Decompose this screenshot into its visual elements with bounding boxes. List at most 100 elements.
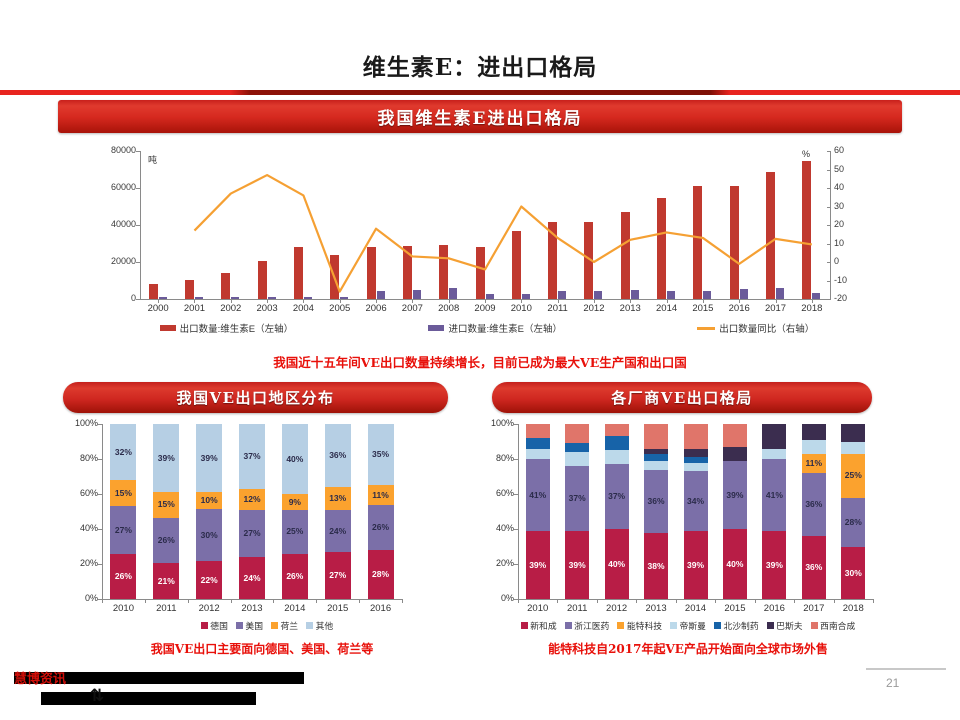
stacked-segment: 21% bbox=[153, 562, 180, 599]
stacked-y-tick bbox=[514, 599, 518, 600]
stacked-x-tick bbox=[636, 599, 638, 603]
main-chart-y-tick-label: 40000 bbox=[110, 219, 136, 229]
main-chart-y2-tick-label: 30 bbox=[834, 200, 845, 211]
segment-value-label: 9% bbox=[288, 496, 301, 507]
stacked-x-label: 2013 bbox=[241, 603, 263, 614]
import-bar bbox=[703, 291, 712, 299]
stacked-segment: 11% bbox=[367, 485, 394, 505]
segment-value-label: 37% bbox=[243, 451, 261, 462]
legend-label: 出口数量同比（右轴） bbox=[719, 324, 815, 335]
legend-label: 进口数量:维生素E（左轴） bbox=[448, 324, 562, 335]
stacked-x-label: 2017 bbox=[803, 603, 825, 614]
stacked-y-tick bbox=[514, 494, 518, 495]
stacked-x-label: 2014 bbox=[684, 603, 707, 614]
import-bar bbox=[521, 293, 530, 299]
stacked-column: 36% 36% 11% bbox=[801, 424, 826, 599]
stacked-column: 39% 41% bbox=[762, 424, 787, 599]
stacked-y-tick-label: 0% bbox=[84, 593, 98, 603]
stacked-segment: 41% bbox=[525, 459, 550, 531]
stacked-segment: 10% bbox=[196, 491, 223, 509]
main-chart-y2-tick-label: 40 bbox=[834, 182, 845, 192]
segment-value-label: 39% bbox=[686, 559, 704, 570]
main-chart-x-label: 2009 bbox=[474, 303, 496, 314]
main-chart-y2-tick bbox=[827, 169, 831, 171]
segment-value-label: 26% bbox=[372, 522, 390, 532]
import-bar bbox=[485, 293, 494, 299]
main-chart-x-tick bbox=[339, 299, 341, 303]
stacked-segment bbox=[604, 424, 629, 437]
stacked-segment: 13% bbox=[324, 487, 351, 510]
main-section-banner-label: 我国维生素E进出口格局 bbox=[377, 109, 583, 129]
stacked-x-tick bbox=[402, 599, 403, 603]
stacked-legend: 新和成 浙江医药 能特科技 帝斯曼 北沙制药 巴斯夫 西南合成 bbox=[478, 619, 898, 632]
segment-value-label: 41% bbox=[765, 489, 783, 500]
stacked-segment: 15% bbox=[153, 491, 180, 518]
stacked-x-label: 2011 bbox=[156, 603, 177, 614]
legend-swatch-icon bbox=[235, 622, 243, 629]
stacked-y-tick bbox=[98, 424, 102, 425]
legend-item: 美国 bbox=[235, 619, 263, 632]
stacked-segment bbox=[565, 452, 590, 466]
legend-label: 帝斯曼 bbox=[679, 621, 706, 631]
legend-item: 新和成 bbox=[520, 619, 557, 632]
stacked-segment bbox=[722, 424, 747, 447]
stacked-y-tick-label: 40% bbox=[495, 523, 514, 533]
stacked-y-tick bbox=[514, 564, 518, 565]
segment-value-label: 37% bbox=[608, 491, 626, 502]
stacked-x-label: 2013 bbox=[645, 603, 667, 614]
legend-label: 西南合成 bbox=[820, 621, 856, 631]
main-chart-x-tick bbox=[521, 299, 523, 303]
legend-label: 能特科技 bbox=[626, 621, 663, 631]
main-chart-x-tick bbox=[230, 299, 232, 303]
stacked-segment bbox=[525, 448, 550, 459]
legend-item: 荷兰 bbox=[271, 619, 298, 632]
main-chart-x-tick bbox=[412, 299, 414, 303]
stacked-segment: 39% bbox=[565, 530, 590, 599]
segment-value-label: 40% bbox=[726, 558, 744, 569]
export-bar bbox=[766, 172, 776, 299]
segment-value-label: 39% bbox=[765, 559, 783, 570]
stacked-column: 40% 37% bbox=[604, 424, 629, 599]
segment-value-label: 10% bbox=[200, 494, 218, 505]
segment-value-label: 27% bbox=[243, 528, 261, 539]
main-chart-y2-tick bbox=[827, 225, 831, 226]
stacked-segment: 38% bbox=[644, 532, 669, 599]
main-chart-x-tick bbox=[376, 299, 378, 303]
legend-item: 能特科技 bbox=[617, 619, 662, 632]
export-bar bbox=[148, 283, 158, 299]
stacked-y-axis bbox=[102, 424, 103, 599]
segment-value-label: 35% bbox=[372, 449, 390, 460]
export-bar bbox=[293, 247, 303, 299]
stacked-segment: 39% bbox=[762, 530, 787, 599]
main-chart-y-axis bbox=[140, 151, 141, 299]
stacked-segment: 26% bbox=[281, 553, 308, 599]
stacked-y-tick bbox=[514, 459, 518, 460]
main-chart-right-unit: % bbox=[802, 149, 811, 159]
export-bar bbox=[402, 245, 412, 299]
main-chart-x-label: 2004 bbox=[292, 303, 314, 314]
legend-label: 其他 bbox=[315, 621, 334, 631]
stacked-segment: 26% bbox=[110, 553, 137, 599]
stacked-x-label: 2015 bbox=[724, 603, 746, 614]
stacked-segment bbox=[644, 448, 669, 454]
export-bar bbox=[475, 246, 485, 299]
segment-value-label: 25% bbox=[286, 526, 304, 537]
stacked-segment: 36% bbox=[801, 473, 826, 536]
main-chart-y2-tick-label: 60 bbox=[834, 145, 845, 155]
stacked-segment bbox=[644, 453, 669, 461]
main-chart-y2-tick-label: -10 bbox=[834, 274, 848, 285]
stacked-segment bbox=[565, 443, 590, 452]
segment-value-label: 36% bbox=[805, 562, 823, 573]
stacked-segment: 24% bbox=[324, 509, 351, 552]
stacked-segment: 36% bbox=[801, 536, 826, 599]
stacked-x-tick bbox=[102, 599, 103, 603]
stacked-segment bbox=[644, 424, 669, 449]
stacked-x-axis bbox=[102, 599, 402, 600]
manufacturer-export-share-chart: 0% 20% 40% 60% 80% 100% 39% 41% 2010 39% 37% 2011 40… bbox=[478, 418, 898, 648]
export-bar bbox=[693, 185, 703, 299]
stacked-x-tick bbox=[873, 599, 874, 603]
main-chart-y-tick bbox=[136, 299, 140, 300]
stacked-segment: 30% bbox=[841, 546, 866, 599]
stacked-segment: 22% bbox=[196, 560, 223, 599]
stacked-y-tick bbox=[514, 424, 518, 425]
